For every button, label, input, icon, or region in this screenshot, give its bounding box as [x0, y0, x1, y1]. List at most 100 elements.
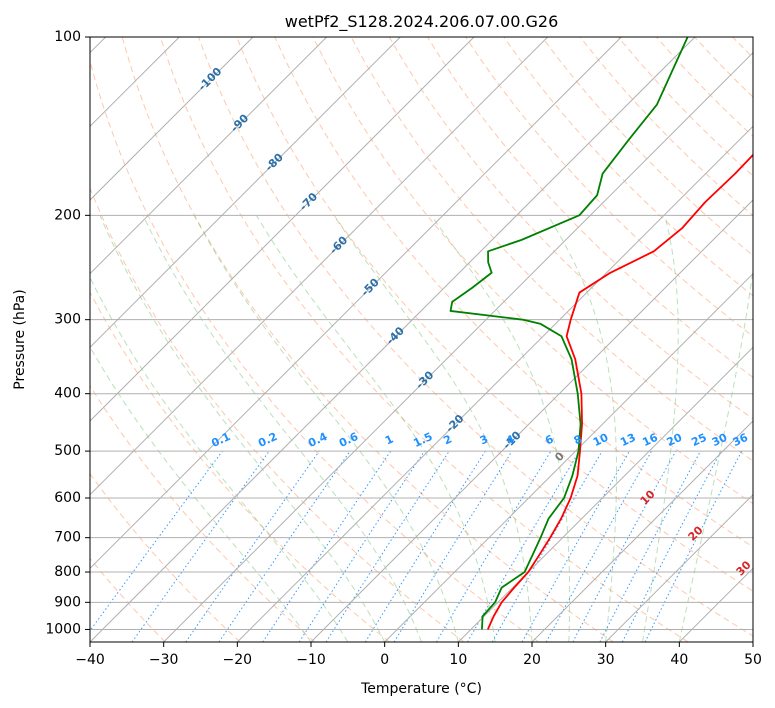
x-tick-label: 20	[523, 652, 541, 668]
x-axis-ticks: −40 −30 −20 −10 0 10 20 30 40 50	[75, 642, 762, 668]
isotherm-line	[90, 37, 475, 422]
mixing-ratio-label: 8	[572, 432, 584, 447]
y-tick-label: 800	[54, 564, 81, 580]
isotherm-line	[90, 37, 328, 275]
mixing-ratio-line	[185, 450, 320, 642]
isotherm-label: -20	[443, 412, 466, 435]
dry-adiabat	[90, 384, 316, 642]
x-tick-label: −30	[149, 652, 179, 668]
dry-adiabat-label: 10	[638, 487, 658, 507]
moist-adiabats	[90, 215, 753, 642]
x-tick-label: 0	[380, 652, 389, 668]
mixing-ratio-label: 3	[478, 432, 490, 447]
dry-adiabat	[388, 37, 753, 420]
x-tick-label: 30	[597, 652, 615, 668]
isotherm-label: -100	[196, 65, 225, 94]
mixing-ratio-label: 10	[591, 431, 611, 449]
x-axis-label: Temperature (°C)	[360, 681, 482, 697]
mixing-ratio-label: 0.4	[306, 430, 329, 450]
mixing-ratio-line	[393, 450, 513, 642]
mixing-ratio-line	[364, 450, 486, 642]
isotherm-line	[163, 51, 753, 642]
y-axis-ticks: 1000 900 800 700 600 500 400 300 200 100	[45, 29, 90, 637]
y-tick-label: 300	[54, 312, 81, 328]
moist-adiabat	[642, 215, 679, 642]
mixing-ratio-label: 1	[383, 432, 395, 447]
dry-adiabat	[90, 59, 540, 642]
y-axis-label: Pressure (hPa)	[12, 289, 28, 389]
background-line-labels: -100-90-80-70-60-50-40-30-20-10010203040…	[196, 65, 754, 579]
dry-adiabat	[274, 37, 753, 548]
dry-adiabat	[90, 291, 390, 642]
dry-adiabat	[312, 37, 753, 505]
dry-adiabat	[159, 37, 689, 642]
x-tick-label: 50	[744, 652, 762, 668]
moist-adiabat	[333, 215, 533, 642]
isotherm-line	[90, 37, 254, 201]
pressure-gridlines	[90, 37, 753, 630]
dry-adiabat	[426, 37, 753, 378]
mixing-ratio-label: 16	[640, 431, 660, 449]
temperature-trace	[487, 153, 753, 630]
x-tick-label: −20	[223, 652, 253, 668]
dewpoint-trace	[449, 37, 689, 630]
dry-adiabat	[732, 37, 753, 59]
isotherm-line	[90, 37, 622, 570]
isotherm-line	[678, 567, 753, 642]
mixing-ratio-line	[325, 450, 450, 642]
y-tick-label: 500	[54, 443, 81, 459]
isotherm-line	[605, 493, 753, 642]
dry-adiabat	[90, 472, 241, 642]
y-tick-label: 100	[54, 29, 81, 45]
mixing-ratio-line	[218, 450, 351, 642]
moist-adiabat	[193, 215, 459, 642]
moist-adiabat	[99, 215, 386, 642]
mixing-ratio-line	[621, 450, 722, 642]
chart-title: wetPf2_S128.2024.206.07.00.G26	[285, 12, 559, 32]
mixing-ratio-label: 25	[689, 431, 708, 449]
dry-adiabat	[771, 37, 775, 642]
plot-frame	[89, 36, 754, 643]
mixing-ratio-line	[435, 450, 552, 642]
mixing-ratio-label: 36	[731, 431, 751, 449]
isotherm-line	[236, 125, 753, 642]
mixing-ratio-line	[545, 450, 653, 642]
dry-adiabat	[90, 186, 465, 642]
isotherm-label: -50	[359, 276, 382, 299]
x-tick-label: −40	[75, 652, 105, 668]
x-tick-label: −10	[296, 652, 326, 668]
mixing-ratio-label: 1.5	[411, 430, 434, 450]
isotherm-label: -90	[228, 111, 251, 134]
y-tick-label: 400	[54, 386, 81, 402]
mixing-ratio-line	[572, 450, 677, 642]
mixing-ratio-label: 30	[710, 431, 730, 449]
y-tick-label: 600	[54, 490, 81, 506]
dry-adiabat	[655, 37, 753, 138]
mixing-ratio-lines	[90, 450, 743, 642]
x-tick-label: 40	[670, 652, 688, 668]
mixing-ratio-label: 0.1	[209, 430, 232, 450]
dry-adiabat	[694, 37, 753, 98]
moist-adiabat	[90, 345, 312, 642]
mixing-ratio-label: 0.2	[256, 430, 279, 450]
dry-adiabat	[503, 37, 753, 297]
y-tick-label: 900	[54, 594, 81, 610]
mixing-ratio-line	[131, 450, 270, 642]
mixing-ratio-line	[644, 450, 743, 642]
isotherm-line	[752, 641, 753, 642]
mixing-ratio-label: 13	[618, 431, 637, 449]
isotherm-line	[531, 420, 753, 642]
isotherm-label: -80	[263, 150, 286, 173]
dry-adiabat	[350, 37, 753, 462]
mixing-ratio-line	[90, 450, 223, 632]
isotherm-line	[90, 37, 696, 642]
y-tick-label: 700	[54, 530, 81, 546]
dry-adiabat	[121, 37, 614, 642]
mixing-ratio-line	[298, 450, 425, 642]
isotherm-line	[384, 272, 753, 642]
mixing-ratio-line	[599, 450, 701, 642]
isotherm-line	[457, 346, 753, 642]
dry-adiabat-label: 30	[734, 558, 754, 578]
mixing-ratio-line	[521, 450, 630, 642]
